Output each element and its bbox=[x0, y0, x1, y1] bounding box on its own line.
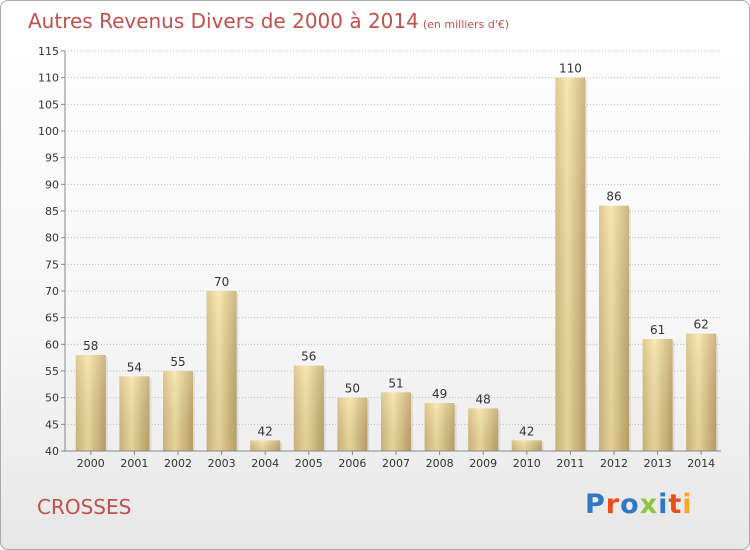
bar-shade bbox=[599, 205, 629, 451]
logo-letter: P bbox=[585, 489, 606, 520]
x-tick-label: 2008 bbox=[426, 457, 454, 470]
y-tick-label: 90 bbox=[45, 178, 59, 191]
x-tick-label: 2010 bbox=[513, 457, 541, 470]
x-tick-label: 2009 bbox=[469, 457, 497, 470]
data-label: 49 bbox=[432, 387, 447, 401]
axes: 40 45 50 55 60 65 70 75 80 85 90 95 100 105 110 115 2000… bbox=[38, 45, 721, 470]
y-tick-label: 70 bbox=[45, 285, 59, 298]
logo-letter: r bbox=[605, 489, 621, 520]
place-name: CROSSES bbox=[37, 495, 132, 519]
x-tick-label: 2004 bbox=[251, 457, 279, 470]
data-label: 42 bbox=[258, 424, 273, 438]
y-tick-label: 40 bbox=[45, 445, 59, 458]
logo-letter: i bbox=[682, 489, 693, 520]
y-tick-label: 75 bbox=[45, 258, 59, 271]
bar-shade bbox=[337, 397, 368, 451]
data-label: 70 bbox=[214, 275, 229, 289]
y-tick-label: 50 bbox=[45, 392, 59, 405]
bar-shade bbox=[511, 440, 542, 451]
chart-subtitle: (en milliers d'€) bbox=[422, 18, 510, 31]
data-label: 50 bbox=[345, 382, 360, 396]
y-tick-label: 115 bbox=[38, 45, 59, 58]
bar-shade bbox=[555, 77, 586, 452]
bar-shade bbox=[424, 403, 455, 451]
data-label: 42 bbox=[519, 424, 534, 438]
data-label: 56 bbox=[301, 350, 316, 364]
x-tick-label: 2003 bbox=[208, 457, 236, 470]
x-tick-label: 2014 bbox=[687, 457, 715, 470]
logo-letter: x bbox=[639, 489, 659, 520]
y-tick-label: 110 bbox=[38, 72, 59, 85]
bar-shade bbox=[206, 291, 237, 451]
bar-shade bbox=[119, 376, 150, 451]
bar-shade bbox=[163, 371, 193, 451]
data-label: 110 bbox=[559, 62, 582, 76]
data-label: 62 bbox=[694, 318, 709, 332]
chart-title-text: Autres Revenus Divers de 2000 à 2014 bbox=[28, 9, 419, 33]
x-tick-label: 2013 bbox=[644, 457, 672, 470]
logo-letter: o bbox=[620, 489, 640, 520]
bar-shade bbox=[250, 440, 281, 451]
data-label: 48 bbox=[476, 392, 491, 406]
y-tick-label: 65 bbox=[45, 312, 59, 325]
y-tick-label: 105 bbox=[38, 98, 59, 111]
data-label: 55 bbox=[170, 355, 185, 369]
y-tick-label: 45 bbox=[45, 418, 59, 431]
bar-shade bbox=[686, 333, 717, 451]
bar-shade bbox=[75, 355, 106, 451]
y-tick-label: 80 bbox=[45, 232, 59, 245]
data-label: 58 bbox=[83, 339, 98, 353]
bar-shade bbox=[642, 339, 673, 451]
bars: 58 54 55 70 42 56 50 51 49 48 42 110 86 61 62 bbox=[75, 62, 719, 452]
x-tick-label: 2011 bbox=[556, 457, 584, 470]
x-tick-label: 2000 bbox=[77, 457, 105, 470]
bar-shade bbox=[381, 392, 411, 451]
y-tick-label: 60 bbox=[45, 338, 59, 351]
x-tick-label: 2007 bbox=[382, 457, 410, 470]
bar-shade bbox=[293, 365, 324, 451]
logo-letter: t bbox=[668, 489, 683, 520]
data-label: 54 bbox=[127, 360, 142, 374]
x-tick-label: 2001 bbox=[120, 457, 148, 470]
chart-title: Autres Revenus Divers de 2000 à 2014 (en … bbox=[28, 9, 509, 33]
x-tick-label: 2002 bbox=[164, 457, 192, 470]
bar-shade bbox=[468, 408, 499, 451]
x-tick-label: 2006 bbox=[338, 457, 366, 470]
data-label: 86 bbox=[606, 190, 621, 204]
y-tick-label: 85 bbox=[45, 205, 59, 218]
proxiti-logo: Proxiti bbox=[585, 489, 693, 520]
y-tick-label: 55 bbox=[45, 365, 59, 378]
y-tick-label: 100 bbox=[38, 125, 59, 138]
x-tick-label: 2005 bbox=[295, 457, 323, 470]
x-tick-label: 2012 bbox=[600, 457, 628, 470]
y-tick-label: 95 bbox=[45, 152, 59, 165]
logo-letter: i bbox=[658, 489, 669, 520]
data-label: 61 bbox=[650, 323, 665, 337]
data-label: 51 bbox=[388, 376, 403, 390]
